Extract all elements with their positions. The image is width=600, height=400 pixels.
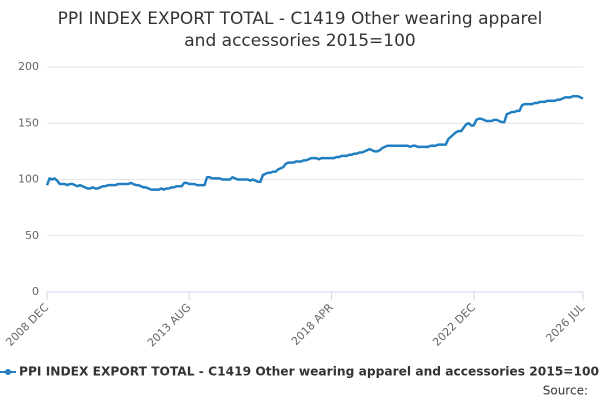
y-tick-label: 150 <box>18 116 39 129</box>
x-tick-label: 2022 DEC <box>430 301 478 349</box>
data-line <box>45 95 584 191</box>
legend-label: PPI INDEX EXPORT TOTAL - C1419 Other wea… <box>19 364 599 379</box>
y-tick-label: 0 <box>32 285 39 298</box>
legend-symbol <box>5 369 11 375</box>
source: Source: <box>543 384 588 398</box>
chart-title: PPI INDEX EXPORT TOTAL - C1419 Other wea… <box>58 9 543 29</box>
x-tick-label: 2008 DEC <box>3 301 51 349</box>
x-tick-label: 2013 AUG <box>145 301 194 350</box>
y-tick-label: 200 <box>18 60 39 73</box>
x-tick-label: 2026 JUL <box>543 300 587 344</box>
chart-title: and accessories 2015=100 <box>184 31 415 51</box>
y-tick-label: 50 <box>25 229 39 242</box>
y-tick-label: 100 <box>18 173 39 186</box>
x-tick-label: 2018 APR <box>289 301 336 348</box>
